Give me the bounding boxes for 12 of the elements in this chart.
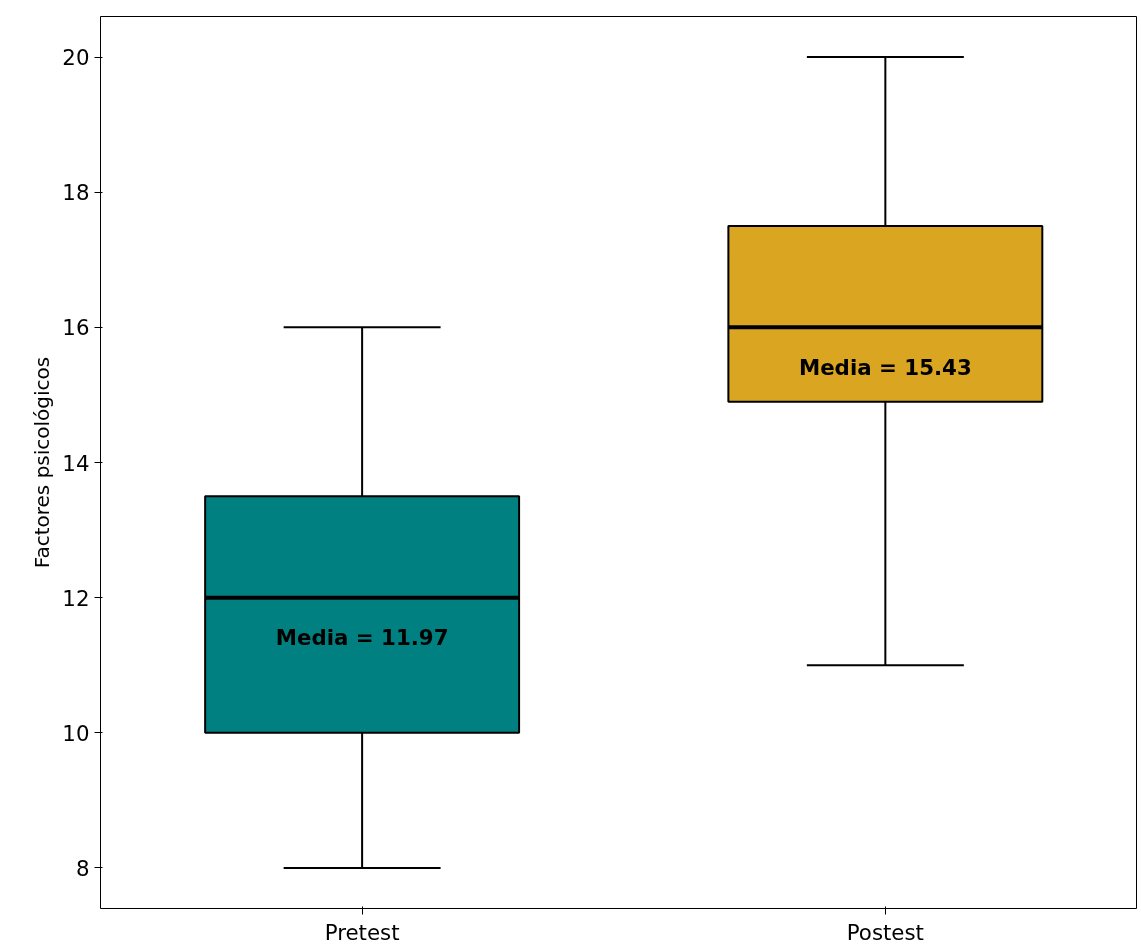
y-tick-label: 20 (62, 45, 90, 71)
x-tick-label: Pretest (324, 919, 400, 945)
annotation: Media = 15.43 (798, 354, 972, 380)
y-tick-label: 8 (75, 855, 90, 881)
y-tick-label: 14 (62, 450, 90, 476)
y-tick-label: 18 (62, 180, 90, 206)
y-tick-label: 16 (62, 315, 90, 341)
y-axis-title: Factores psicológicos (30, 356, 55, 569)
annotation: Media = 11.97 (275, 625, 449, 651)
y-tick-label: 12 (62, 585, 90, 611)
y-tick-label: 10 (62, 720, 90, 746)
x-tick-label: Postest (846, 919, 924, 945)
